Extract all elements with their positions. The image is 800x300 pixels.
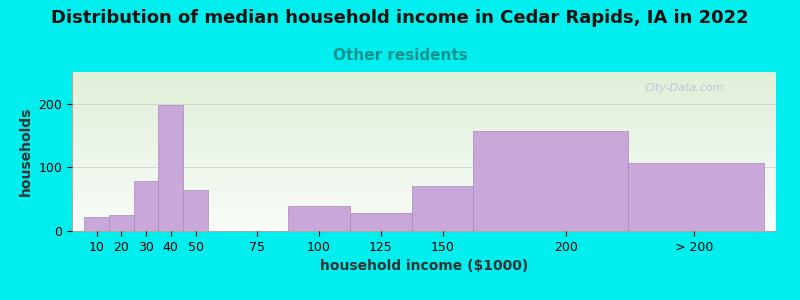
- Text: Other residents: Other residents: [333, 48, 467, 63]
- Bar: [628, 163, 764, 231]
- Text: City-Data.com: City-Data.com: [645, 83, 724, 93]
- Bar: [158, 105, 183, 231]
- Y-axis label: households: households: [19, 107, 33, 196]
- Bar: [183, 190, 208, 231]
- Bar: [350, 213, 412, 231]
- Bar: [412, 187, 474, 231]
- Bar: [109, 215, 134, 231]
- Bar: [288, 206, 350, 231]
- Bar: [134, 182, 158, 231]
- Text: Distribution of median household income in Cedar Rapids, IA in 2022: Distribution of median household income …: [51, 9, 749, 27]
- X-axis label: household income ($1000): household income ($1000): [320, 259, 528, 273]
- Bar: [474, 130, 628, 231]
- Bar: [84, 217, 109, 231]
